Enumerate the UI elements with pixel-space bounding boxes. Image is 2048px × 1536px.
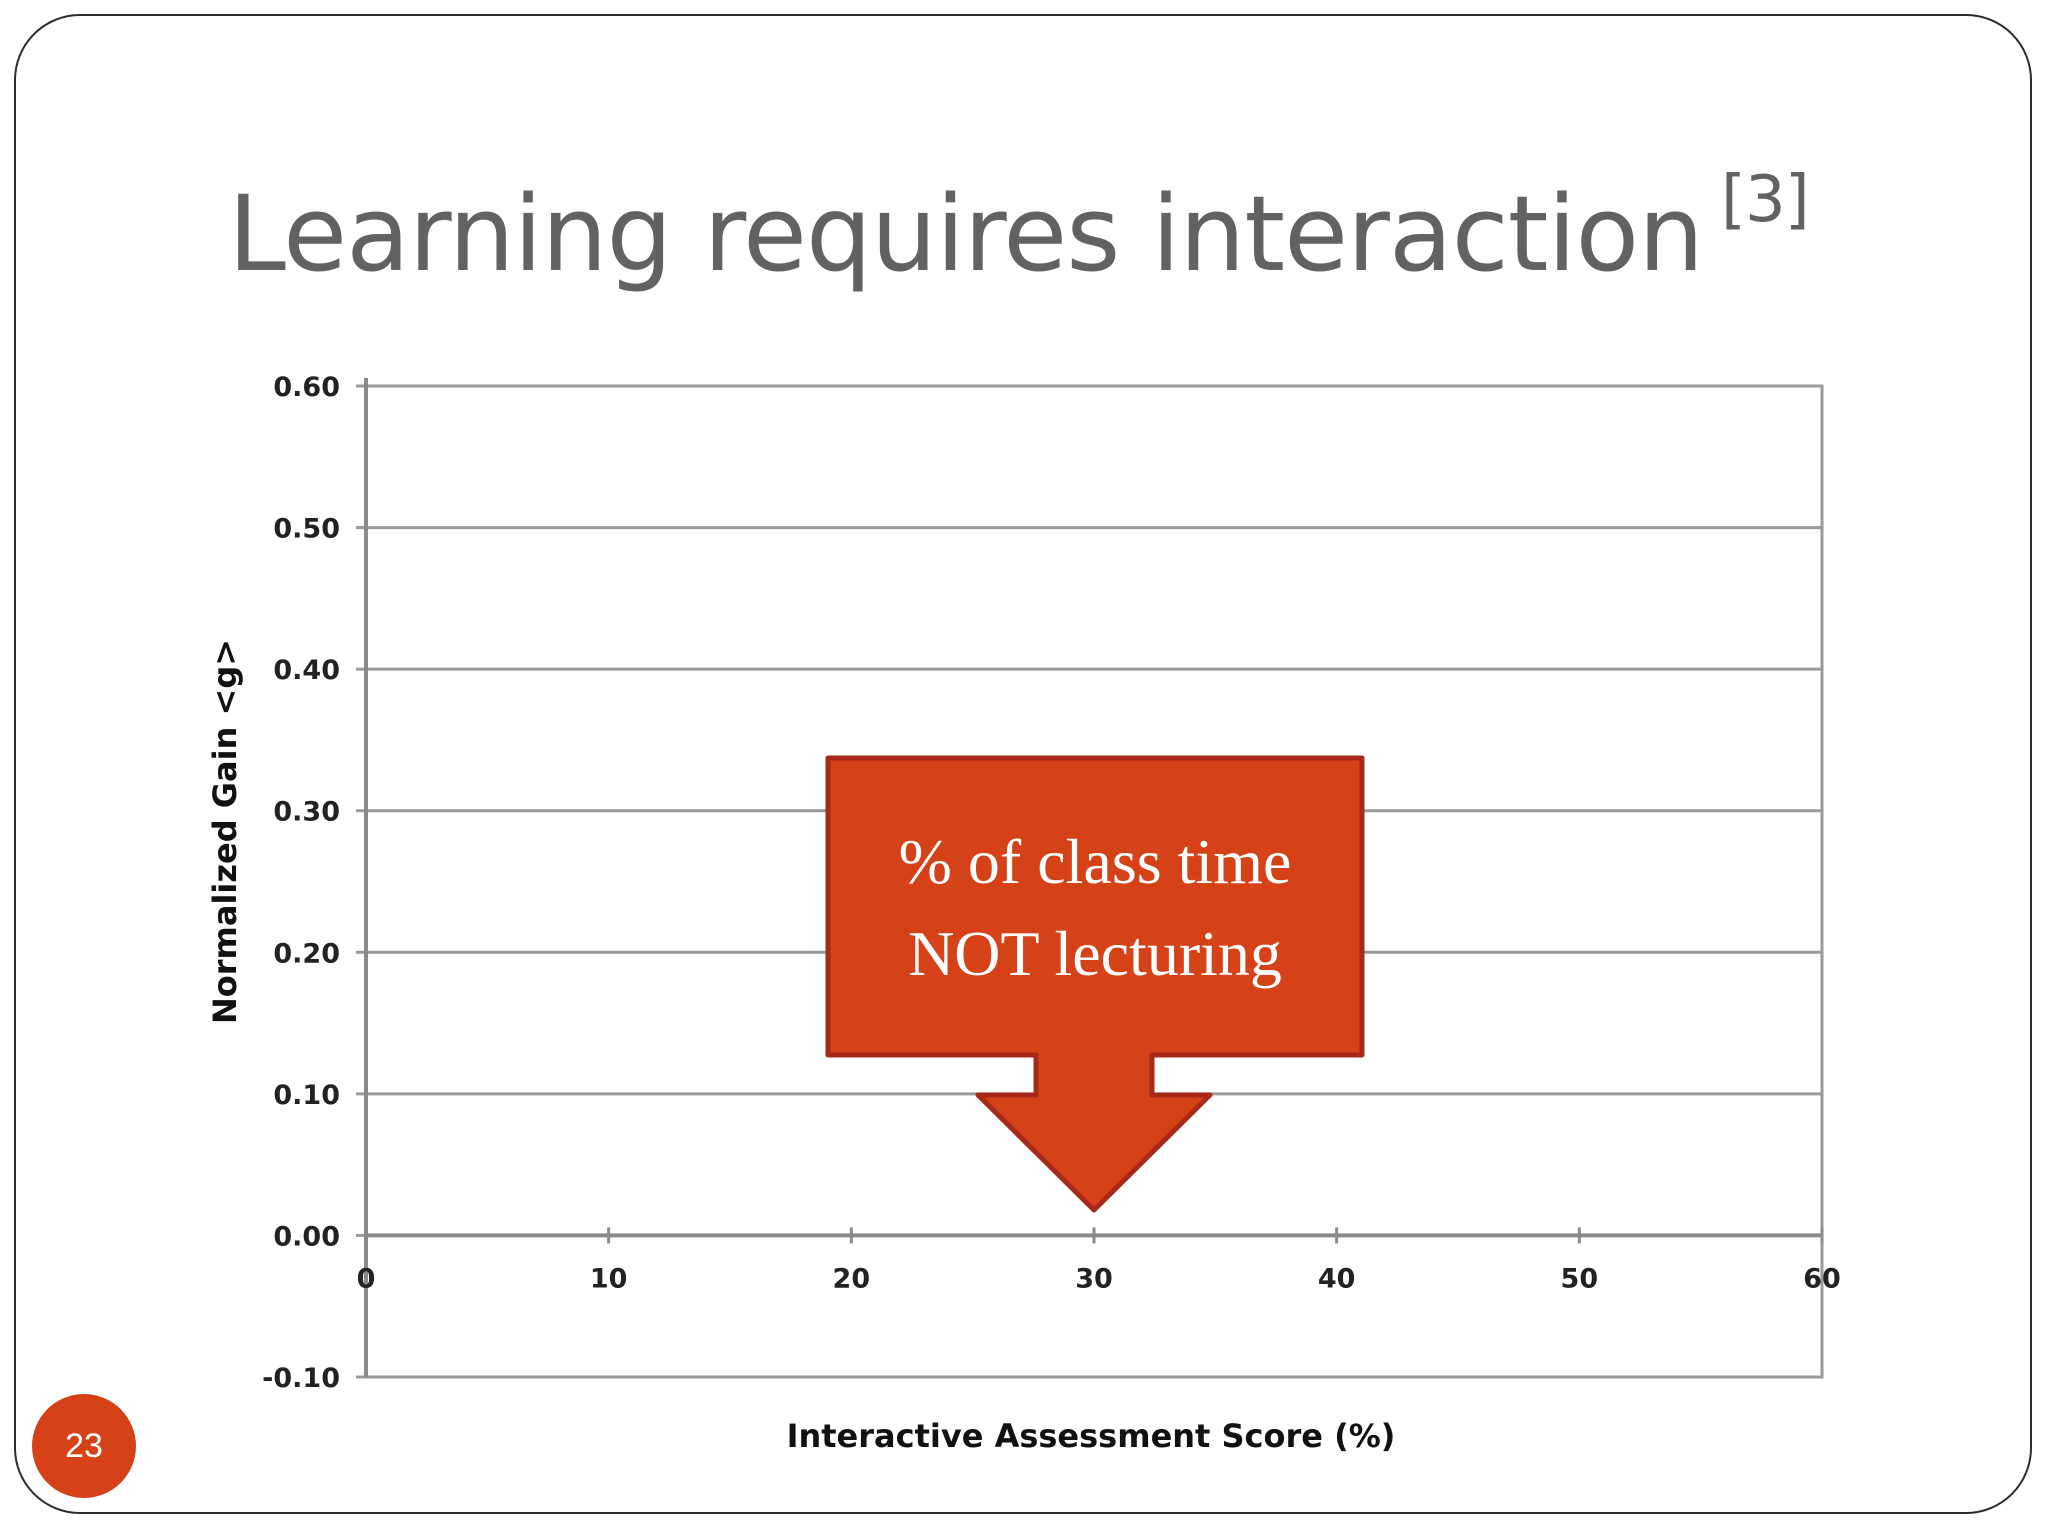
y-tick-label: 0.40 — [273, 655, 340, 686]
x-tick-label: 30 — [1075, 1263, 1113, 1294]
y-axis-title: Normalized Gain <g> — [206, 639, 244, 1024]
x-axis-title: Interactive Assessment Score (%) — [787, 1417, 1396, 1455]
slide-title-text: Learning requires interaction — [228, 173, 1704, 295]
page-number: 23 — [65, 1426, 103, 1465]
y-tick-label: 0.50 — [273, 514, 340, 545]
x-tick-label: 40 — [1318, 1263, 1356, 1294]
callout-line-2: NOT lecturing — [908, 918, 1282, 989]
x-tick-label: 50 — [1561, 1263, 1599, 1294]
x-tick-label: 10 — [590, 1263, 628, 1294]
y-tick-label: 0.60 — [273, 372, 340, 403]
callout-text: % of class time NOT lecturing — [830, 816, 1360, 1000]
y-tick-label: -0.10 — [262, 1363, 340, 1394]
y-tick-label: 0.20 — [273, 938, 340, 969]
page-number-badge: 23 — [32, 1394, 136, 1498]
callout-arrow-shape — [825, 755, 1365, 1213]
callout-line-1: % of class time — [898, 826, 1292, 897]
y-tick-label: 0.00 — [273, 1221, 340, 1252]
y-tick-label: 0.10 — [273, 1080, 340, 1111]
slide-title: Learning requires interaction [3] — [228, 163, 1810, 297]
y-tick-label: 0.30 — [273, 797, 340, 828]
citation-superscript: [3] — [1721, 163, 1810, 237]
x-tick-label: 0 — [357, 1263, 376, 1294]
x-tick-label: 20 — [833, 1263, 871, 1294]
x-tick-label: 60 — [1803, 1263, 1841, 1294]
